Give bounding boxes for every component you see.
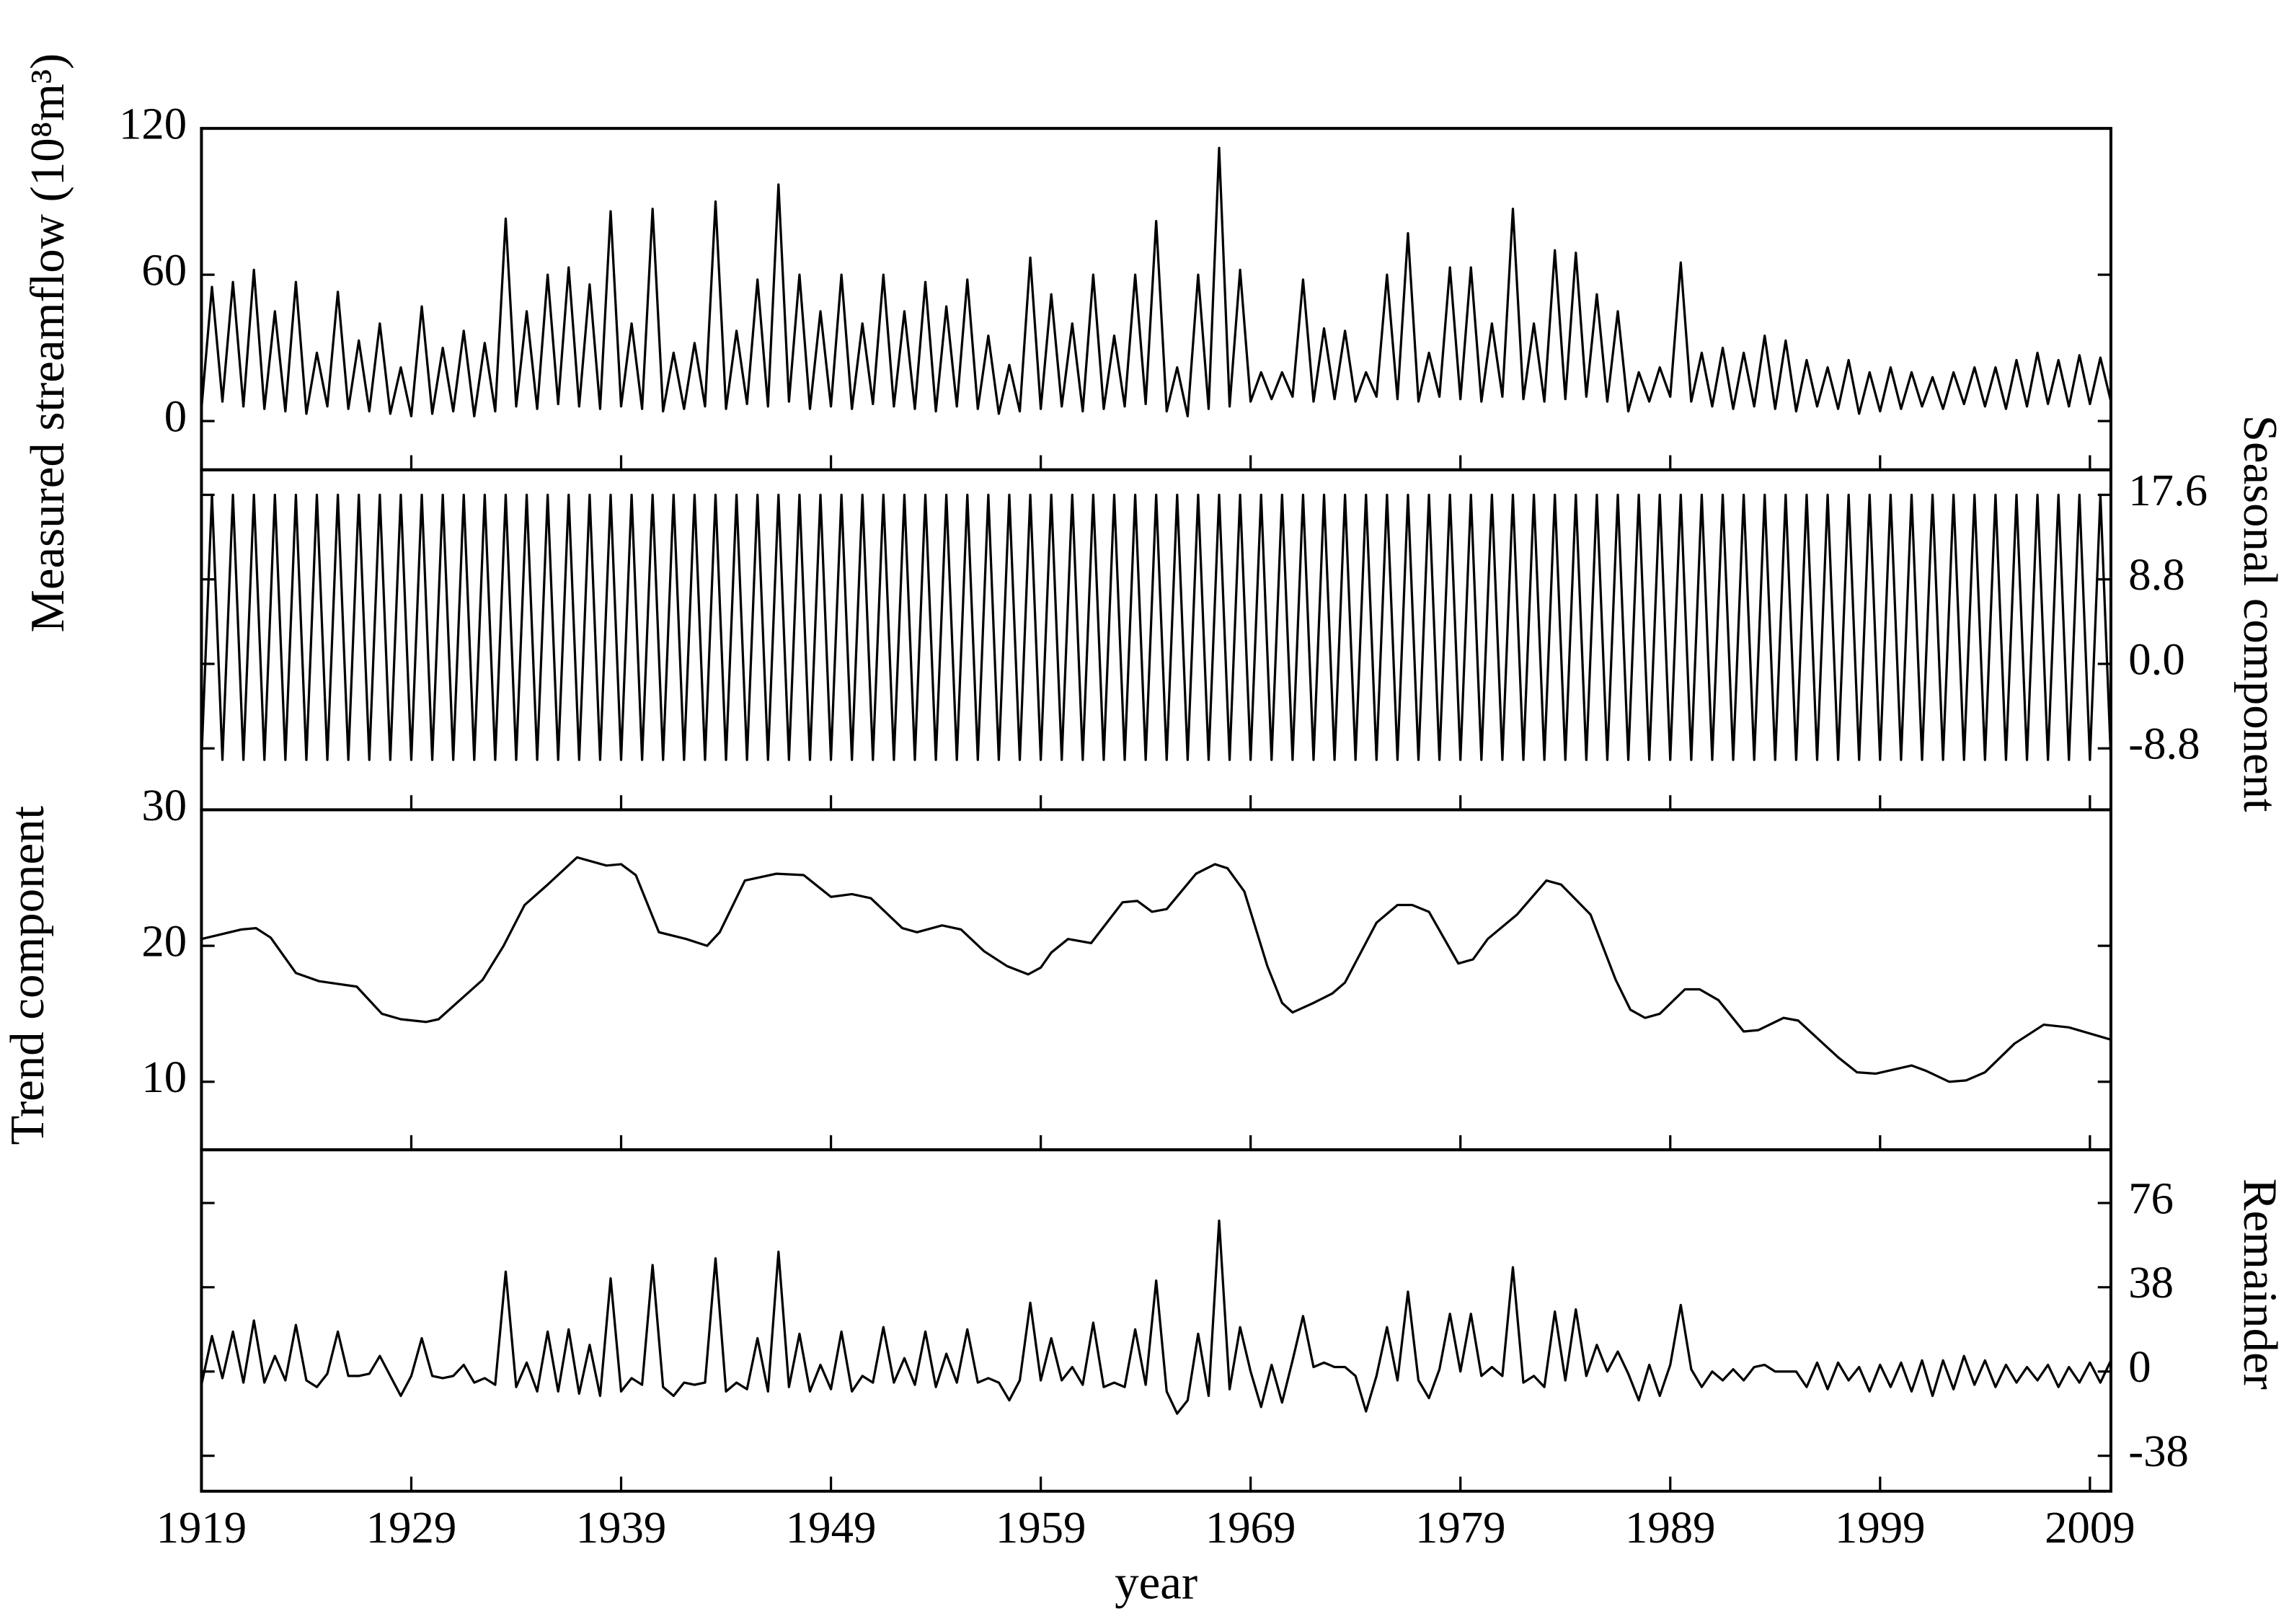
y-axis-label: Seasonal component xyxy=(2233,415,2287,812)
y-tick-label: 38 xyxy=(2128,1257,2174,1308)
x-tick-label: 1989 xyxy=(1625,1502,1716,1553)
y-tick-label: 30 xyxy=(141,780,187,830)
x-tick-label: 1919 xyxy=(156,1502,247,1553)
x-axis-label: year xyxy=(1115,1556,1197,1610)
plot-frame xyxy=(200,127,2112,471)
y-axis-label: Trend component xyxy=(1,805,54,1145)
x-tick-label: 2009 xyxy=(2045,1502,2135,1553)
y-tick-label: 8.8 xyxy=(2128,549,2184,600)
plot-frame xyxy=(200,1148,2112,1493)
y-tick-label: 0 xyxy=(2128,1341,2151,1392)
y-tick-label: -38 xyxy=(2128,1426,2189,1476)
y-tick-label: 0.0 xyxy=(2128,634,2184,684)
y-axis-label: Measured streamflow (10⁸m³) xyxy=(21,53,74,633)
y-tick-label: 10 xyxy=(141,1052,187,1102)
y-tick-label: 120 xyxy=(119,99,187,149)
series-line xyxy=(200,493,2112,761)
y-tick-label: 76 xyxy=(2128,1173,2174,1223)
x-tick-label: 1939 xyxy=(576,1502,667,1553)
y-tick-label: 20 xyxy=(141,916,187,967)
y-axis-label: Remainder xyxy=(2233,1179,2287,1390)
y-tick-label: 17.6 xyxy=(2128,465,2208,515)
series-line xyxy=(201,856,2112,1083)
x-tick-label: 1929 xyxy=(366,1502,457,1553)
x-tick-label: 1979 xyxy=(1415,1502,1506,1553)
plot-frame xyxy=(200,808,2112,1152)
x-tick-label: 1999 xyxy=(1835,1502,1926,1553)
y-tick-label: 60 xyxy=(141,245,187,296)
y-tick-label: 0 xyxy=(164,391,187,442)
series-line xyxy=(200,146,2112,417)
series-line xyxy=(200,1219,2112,1415)
x-tick-label: 1959 xyxy=(996,1502,1086,1553)
y-tick-label: -8.8 xyxy=(2128,719,2200,769)
x-tick-label: 1949 xyxy=(786,1502,877,1553)
x-tick-label: 1969 xyxy=(1205,1502,1296,1553)
